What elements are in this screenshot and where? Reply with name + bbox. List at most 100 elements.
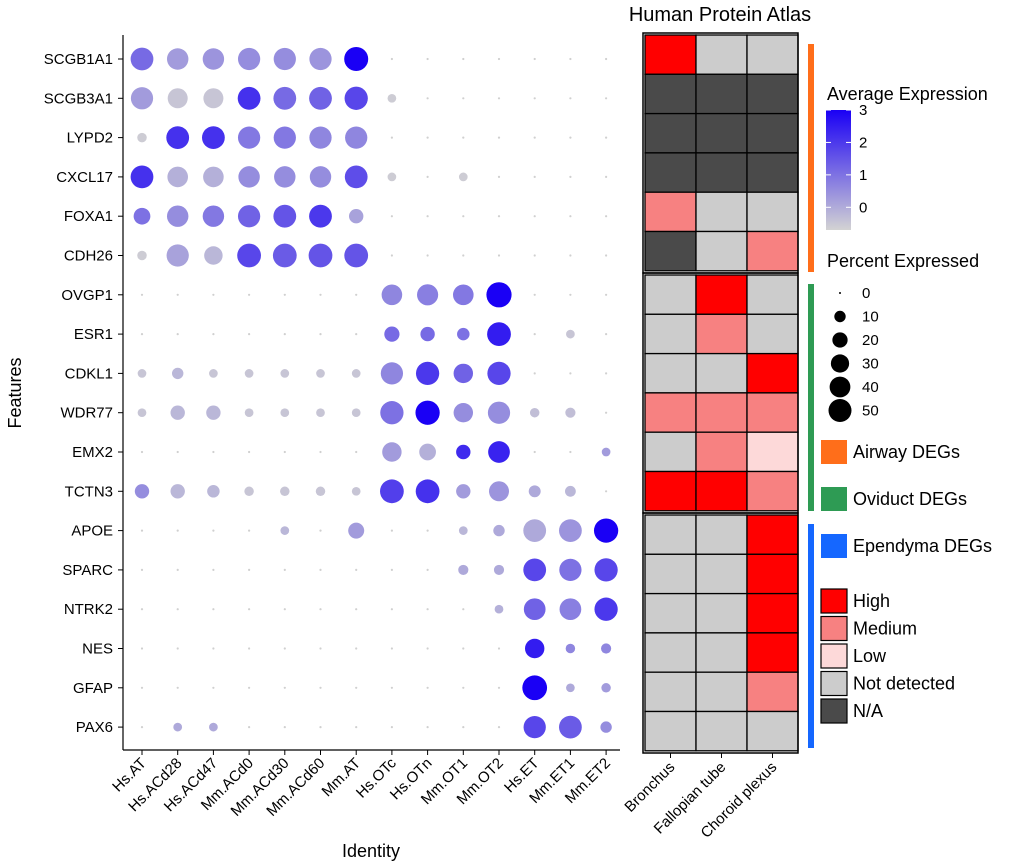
dot: [280, 369, 290, 378]
hpa-cell: [644, 553, 697, 595]
dot: [493, 564, 505, 575]
hpa-cell: [695, 553, 748, 595]
dot: [345, 126, 368, 149]
dot: [248, 450, 251, 454]
hpa-cell: [644, 274, 697, 315]
dot: [212, 293, 215, 296]
dot: [569, 450, 572, 454]
dot: [244, 486, 254, 497]
dot: [487, 361, 511, 386]
dot: [380, 362, 404, 385]
dot: [601, 447, 611, 457]
percent-expressed-title: Percent Expressed: [827, 251, 979, 271]
dot: [462, 608, 465, 611]
oviduct-deg-bar: [808, 284, 814, 511]
y-tick-label: WDR77: [60, 405, 113, 422]
dot: [319, 686, 322, 689]
dot: [458, 172, 468, 182]
hpa-cell: [644, 470, 697, 512]
y-tick-label: PAX6: [76, 719, 113, 736]
dot: [605, 215, 608, 218]
dot: [176, 450, 179, 454]
hpa-cell: [695, 34, 748, 75]
deg-legend-swatch: [821, 440, 847, 464]
hpa-cell: [644, 191, 697, 233]
dot: [569, 293, 572, 296]
hpa-panel-frame: [642, 512, 799, 754]
dot: [497, 57, 501, 61]
dot: [316, 408, 325, 418]
hpa-cell: [644, 313, 697, 355]
y-tick-label: LYPD2: [67, 130, 113, 147]
dot: [457, 327, 470, 341]
percent-size-dot: [832, 332, 848, 348]
dot: [248, 608, 251, 611]
dot: [283, 293, 286, 296]
hpa-legend-swatch: [820, 588, 848, 614]
dot: [237, 205, 261, 228]
percent-size-dot: [829, 376, 851, 398]
dot: [348, 522, 365, 539]
dot: [133, 207, 151, 225]
dot: [453, 363, 474, 384]
dot: [594, 558, 618, 582]
dot: [390, 215, 393, 218]
hpa-cell: [746, 112, 799, 154]
hpa-cell: [746, 710, 799, 752]
dot: [497, 726, 501, 729]
dot: [462, 686, 465, 689]
hpa-cell: [746, 230, 799, 272]
dot: [140, 726, 144, 729]
hpa-cell: [746, 191, 799, 233]
x-axis-title: Identity: [342, 841, 400, 861]
dot: [605, 372, 608, 375]
dot: [426, 686, 429, 689]
dot: [207, 485, 220, 498]
dot: [283, 726, 286, 729]
dot: [319, 608, 322, 611]
dot: [426, 254, 429, 257]
y-tick-label: CDH26: [64, 248, 113, 265]
deg-legend-label: Oviduct DEGs: [853, 489, 967, 509]
y-tick-label: ESR1: [74, 326, 113, 343]
dot: [426, 175, 429, 178]
dot: [176, 608, 179, 611]
dot: [456, 484, 471, 499]
dot: [319, 293, 322, 296]
dot: [387, 93, 397, 103]
dot: [486, 282, 512, 308]
avg-expression-ticks: 3 2 1 0: [826, 102, 867, 216]
dot: [533, 450, 536, 454]
dot: [462, 726, 465, 729]
y-tick-label: GFAP: [73, 680, 113, 697]
dot: [167, 88, 188, 109]
dot: [134, 484, 150, 499]
dot: [170, 405, 185, 420]
percent-size-dot: [839, 292, 841, 294]
dot: [273, 47, 296, 71]
dot: [130, 87, 154, 110]
dot: [283, 647, 286, 650]
dot: [605, 254, 608, 257]
x-ticks: Hs.ATHs.ACd28Hs.ACd47Mm.ACd0Mm.ACd30Mm.A…: [109, 750, 614, 820]
dot: [569, 215, 572, 218]
dot: [497, 175, 501, 178]
dot: [487, 401, 511, 424]
dot: [462, 136, 465, 139]
dot: [605, 175, 608, 178]
dot: [166, 126, 190, 149]
y-tick-label: CXCL17: [56, 169, 113, 186]
dot: [569, 175, 572, 178]
colorbar-tick-label: 1: [859, 167, 867, 184]
dot: [529, 407, 540, 418]
dot: [319, 726, 322, 729]
dot: [533, 254, 536, 257]
hpa-cell: [644, 592, 697, 634]
deg-legend-label: Airway DEGs: [853, 442, 960, 462]
hpa-cell: [695, 274, 748, 315]
percent-size-label: 40: [862, 379, 879, 396]
hpa-cell: [746, 470, 799, 512]
dot: [426, 529, 429, 532]
hpa-legend-label: Not detected: [853, 674, 955, 694]
dot: [533, 136, 536, 139]
